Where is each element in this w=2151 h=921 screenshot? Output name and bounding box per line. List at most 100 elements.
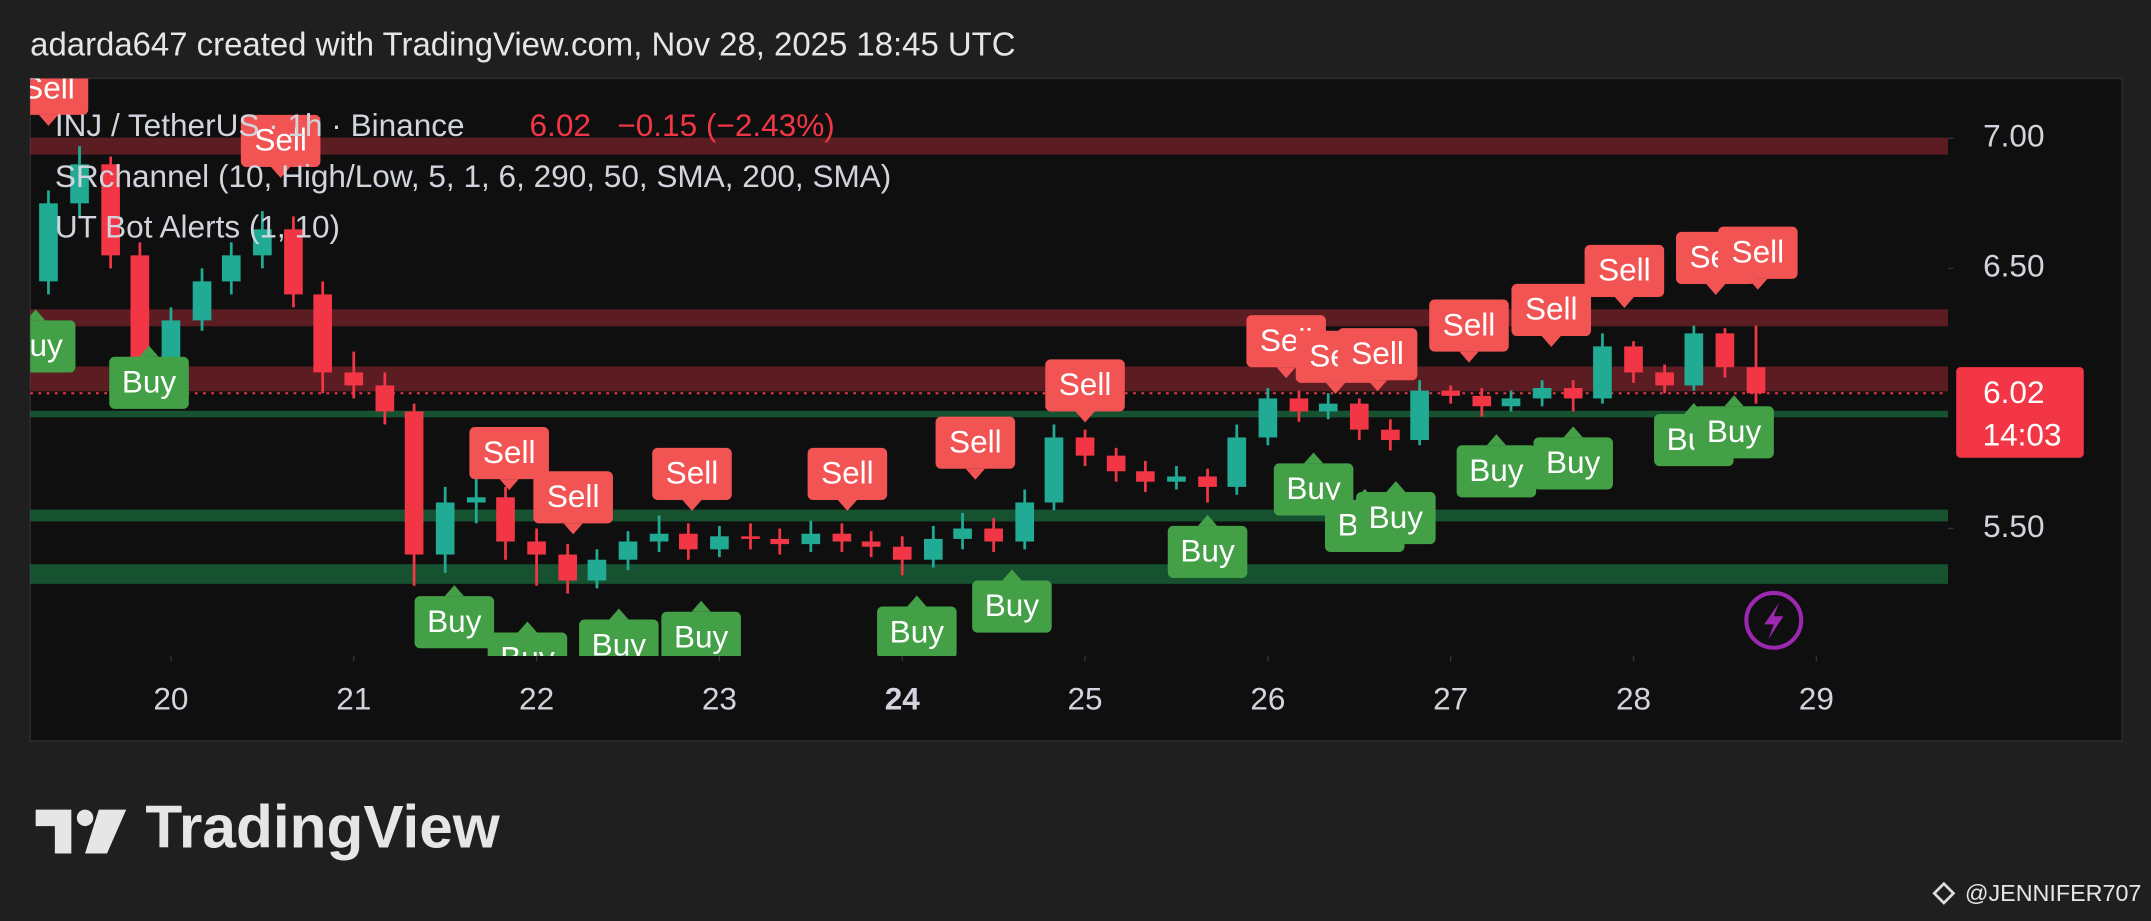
last-price-label: 6.02 [1983, 374, 2044, 410]
candle-body [284, 229, 303, 295]
candle-body [1198, 476, 1217, 487]
signal-label: Buy [122, 364, 177, 400]
candle-body [101, 164, 120, 256]
candle-body [587, 559, 607, 581]
candle-body [770, 538, 790, 545]
signal-label: Sell [1598, 252, 1651, 288]
candle-body [953, 528, 972, 539]
signal-box [1718, 226, 1798, 279]
signal-label: Buy [8, 327, 63, 363]
signal-pointer [30, 309, 46, 321]
signal-box [240, 114, 321, 167]
logo-text: TradingView [145, 793, 500, 861]
candle-body [404, 411, 424, 555]
candle-body [892, 546, 912, 560]
signal-box [1511, 283, 1592, 337]
signal-pointer [499, 479, 519, 491]
signal-label: Buy [1469, 452, 1524, 488]
signal-pointer [563, 523, 583, 535]
candle-body [832, 533, 852, 542]
signal-pointer [907, 595, 927, 607]
candle-body [1381, 429, 1400, 441]
signal-pointer [1614, 297, 1634, 309]
signal-box [30, 78, 89, 115]
candle-body [618, 541, 638, 560]
y-tick-label: 5.50 [1983, 508, 2044, 544]
signal-box [30, 320, 76, 373]
candle-body [435, 502, 455, 555]
candle-body [527, 541, 546, 555]
sr-zone [30, 564, 1948, 584]
y-tick-label: 6.50 [1983, 248, 2044, 284]
signal-pointer [38, 114, 59, 126]
signal-pointer [1748, 278, 1768, 290]
signal-label: Buy [1546, 444, 1601, 480]
signal-box [414, 596, 495, 649]
candle-body [1227, 437, 1247, 487]
signal-box [1456, 445, 1537, 498]
signal-label: Buy [890, 613, 945, 649]
candle-body [923, 538, 943, 560]
candle-body [1684, 333, 1704, 386]
candle-body [1136, 471, 1155, 482]
axes: 7.00 6.50 5.50 6.02 14:03 20 21 22 23 24 25 26 27 28 2… [153, 118, 2084, 717]
change: −0.15 (−2.43%) [617, 107, 834, 143]
candle-body [1655, 372, 1674, 386]
candle-body [466, 497, 486, 503]
candle-body [1746, 367, 1766, 394]
signal-box [1045, 359, 1125, 412]
candle-body [1167, 476, 1186, 482]
candle-body [39, 203, 58, 282]
countdown: 14:03 [1983, 416, 2062, 452]
signal-label: Sell [666, 455, 719, 491]
signal-label: Sell [254, 122, 307, 158]
candle-body [1563, 388, 1583, 399]
candle-body [496, 497, 515, 542]
candle-body [1624, 346, 1643, 373]
candle-body [558, 554, 577, 581]
sr-zone [30, 366, 1948, 392]
signal-box [1356, 492, 1436, 545]
candle-body [1015, 502, 1035, 542]
signal-pointer [682, 499, 702, 511]
candle-body [861, 541, 881, 547]
signal-label: Buy [427, 603, 482, 639]
signal-pointer [1459, 351, 1479, 363]
signal-label: Sell [821, 455, 874, 491]
candle-body [801, 533, 821, 545]
x-tick-label: 29 [1799, 681, 1834, 717]
candle-body [253, 229, 272, 256]
candle-body [221, 255, 241, 282]
signal-pointer [1303, 452, 1324, 464]
signal-label: Buy [985, 587, 1040, 623]
candle-body [1532, 388, 1552, 399]
signal-pointer [139, 345, 159, 357]
signal-label: Sell [1732, 233, 1785, 269]
y-tick-label: 7.00 [1983, 118, 2044, 154]
signal-pointer [1075, 411, 1095, 423]
signal-pointer [965, 468, 985, 480]
x-tick-label: 25 [1068, 681, 1103, 717]
signal-pointer [837, 499, 857, 511]
signal-label: Sell [483, 434, 536, 470]
signal-box [1337, 328, 1418, 381]
signal-box [1167, 525, 1248, 578]
watermark: @JENNIFER707 [1965, 880, 2142, 906]
signal-box [579, 619, 659, 656]
signal-pointer [1002, 569, 1022, 581]
logo: TradingView [35, 793, 501, 861]
indicator: UT Bot Alerts (1, 10) [55, 209, 340, 245]
candle-body [1715, 333, 1735, 368]
x-tick-label: 20 [153, 681, 188, 717]
signal-label: Sell [22, 70, 75, 106]
signal-label: Sell [1351, 335, 1404, 371]
signal-box [109, 356, 189, 409]
candle-body [1410, 390, 1429, 441]
candle-body [1106, 455, 1126, 472]
indicator: SRchannel (10, High/Low, 5, 1, 6, 290, 5… [55, 158, 891, 194]
header: adarda647 created with TradingView.com, … [30, 26, 1015, 63]
signal-box [469, 427, 549, 480]
watermark-icon [1932, 881, 1956, 905]
